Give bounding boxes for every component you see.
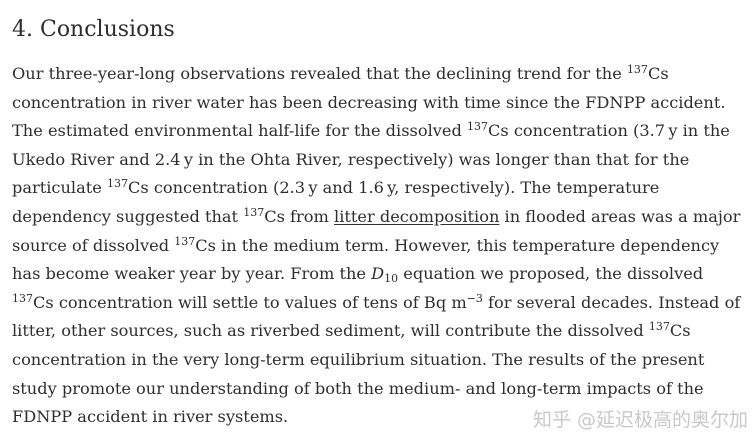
text-run: in flooded areas was a major source of d… bbox=[12, 206, 741, 255]
isotope-mass-number: 137 bbox=[243, 205, 265, 219]
text-run: Our three-year-long observations reveale… bbox=[12, 64, 627, 83]
isotope-mass-number: 137 bbox=[106, 177, 128, 191]
isotope-mass-number: 137 bbox=[174, 234, 196, 248]
text-run: Cs concentration (3.7 y in the Ukedo Riv… bbox=[12, 121, 730, 198]
isotope-mass-number: 137 bbox=[12, 291, 33, 305]
isotope-mass-number: 137 bbox=[466, 120, 488, 134]
section-heading: 4. Conclusions bbox=[12, 17, 175, 42]
d10-variable: D bbox=[371, 264, 385, 284]
litter-decomposition-link[interactable]: litter decomposition bbox=[334, 206, 500, 226]
watermark: 知乎 @延迟极高的奥尔加 bbox=[532, 409, 748, 431]
text-run: Cs concentration will settle to values o… bbox=[33, 292, 467, 312]
text-run: Cs in the medium term. However, this tem… bbox=[12, 235, 720, 284]
text-run: Cs concentration in the very long-term e… bbox=[12, 321, 705, 427]
d10-subscript: 10 bbox=[384, 272, 399, 286]
isotope-mass-number: 137 bbox=[626, 63, 648, 76]
text-run: Cs concentration in river water has been… bbox=[12, 64, 726, 141]
text-run: Cs from bbox=[264, 206, 335, 226]
text-run: Cs concentration (2.3 y and 1.6 y, respe… bbox=[12, 178, 660, 226]
isotope-mass-number: 137 bbox=[648, 320, 670, 334]
conclusions-paragraph: Our three-year-long observations reveale… bbox=[12, 60, 748, 432]
text-run: equation we proposed, the dissolved bbox=[398, 264, 704, 284]
text-run: for several decades. Instead of litter, … bbox=[12, 292, 741, 341]
unit-exponent: −3 bbox=[466, 291, 483, 305]
